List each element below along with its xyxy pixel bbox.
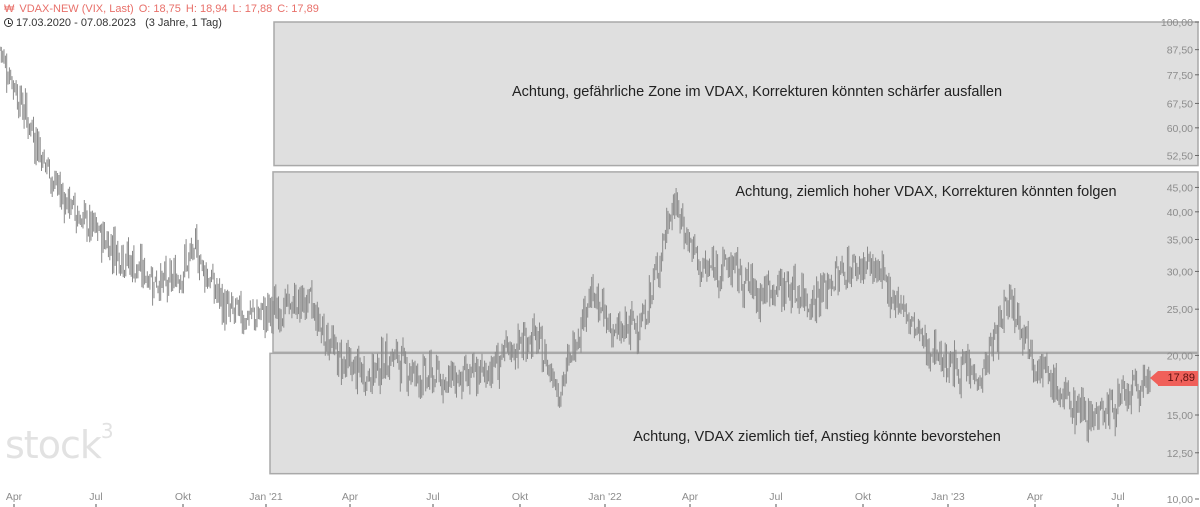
x-tick-label: Jul bbox=[89, 491, 102, 503]
y-tick-label: 12,50 bbox=[1167, 448, 1193, 460]
x-tick-label: Apr bbox=[682, 491, 699, 503]
y-tick-label: 100,00 bbox=[1161, 17, 1193, 29]
y-tick-label: 40,00 bbox=[1167, 207, 1193, 219]
danger-zone[interactable] bbox=[273, 21, 1199, 167]
close-value: C: 17,89 bbox=[277, 3, 319, 15]
x-tick-label: Jan '21 bbox=[249, 491, 283, 503]
y-tick-label: 45,00 bbox=[1167, 182, 1193, 194]
high-zone-label: Achtung, ziemlich hoher VDAX, Korrekture… bbox=[735, 184, 1116, 200]
x-axis: Apr Jul Okt Jan '21 Apr Jul Okt Jan '22 Apr Jul Ok… bbox=[6, 491, 1125, 507]
y-tick-label: 35,00 bbox=[1167, 234, 1193, 246]
y-tick-label: 67,50 bbox=[1167, 98, 1193, 110]
y-tick-label: 52,50 bbox=[1167, 150, 1193, 162]
x-tick-label: Okt bbox=[175, 491, 191, 503]
instrument-header: ₩ VDAX-NEW (VIX, Last) O: 18,75 H: 18,94 L: … bbox=[4, 3, 324, 15]
open-value: O: 18,75 bbox=[138, 3, 181, 15]
x-tick-label: Okt bbox=[855, 491, 871, 503]
x-tick-label: Jan '23 bbox=[931, 491, 965, 503]
y-axis: 100,00 87,50 77,50 67,50 60,00 52,50 45,00 40,0… bbox=[1161, 17, 1199, 506]
candlestick-icon: ₩ bbox=[4, 3, 15, 15]
low-value: L: 17,88 bbox=[232, 3, 273, 15]
x-tick-label: Jul bbox=[769, 491, 782, 503]
instrument-name: VDAX-NEW (VIX, Last) bbox=[19, 3, 134, 15]
last-price-tag: 17,89 bbox=[1150, 371, 1198, 386]
date-range: 17.03.2020 - 07.08.2023 (3 Jahre, 1 Tag) bbox=[4, 17, 222, 29]
zone-labels: Achtung, gefährliche Zone im VDAX, Korre… bbox=[512, 84, 1117, 445]
x-tick-label: Okt bbox=[512, 491, 528, 503]
x-tick-label: Jul bbox=[1111, 491, 1124, 503]
y-tick-label: 77,50 bbox=[1167, 70, 1193, 82]
y-tick-label: 60,00 bbox=[1167, 123, 1193, 135]
low-zone-label: Achtung, VDAX ziemlich tief, Anstieg kön… bbox=[633, 429, 1001, 445]
date-range-text: 17.03.2020 - 07.08.2023 bbox=[16, 17, 136, 29]
danger-zone-label: Achtung, gefährliche Zone im VDAX, Korre… bbox=[512, 84, 1002, 100]
x-tick-label: Apr bbox=[6, 491, 23, 503]
y-tick-label: 25,00 bbox=[1167, 304, 1193, 316]
x-tick-label: Jan '22 bbox=[588, 491, 622, 503]
x-tick-label: Apr bbox=[342, 491, 359, 503]
duration-text: (3 Jahre, 1 Tag) bbox=[145, 17, 222, 29]
y-tick-label: 20,00 bbox=[1167, 350, 1193, 362]
clock-icon bbox=[4, 18, 13, 27]
y-tick-label: 30,00 bbox=[1167, 266, 1193, 278]
y-tick-label: 10,00 bbox=[1167, 494, 1193, 506]
high-value: H: 18,94 bbox=[185, 3, 228, 15]
ohlc-bars bbox=[0, 46, 1151, 443]
x-tick-label: Apr bbox=[1027, 491, 1044, 503]
x-tick-label: Jul bbox=[426, 491, 439, 503]
y-tick-label: 87,50 bbox=[1167, 45, 1193, 57]
stock3-logo: stock3 bbox=[5, 419, 114, 467]
y-tick-label: 15,00 bbox=[1167, 410, 1193, 422]
